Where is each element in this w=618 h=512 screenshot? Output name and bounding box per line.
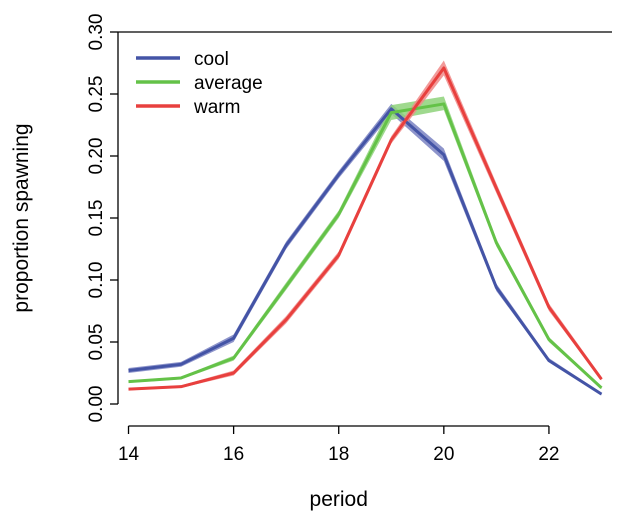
x-tick-label: 16 xyxy=(223,444,244,465)
cool-line xyxy=(128,107,603,396)
legend-label-warm: warm xyxy=(193,97,240,118)
legend: cool average warm xyxy=(136,49,263,118)
x-tick-label: 20 xyxy=(433,444,454,465)
axes: 0.00 0.05 0.10 0.15 0.20 0.25 0.30 14 16 18 20 22 xyxy=(86,14,612,465)
y-tick-label: 0.30 xyxy=(86,14,107,51)
y-tick-label: 0.10 xyxy=(86,262,107,299)
y-tick-label: 0.15 xyxy=(86,200,107,237)
x-tick-label: 22 xyxy=(538,444,559,465)
y-tick-label: 0.25 xyxy=(86,76,107,113)
y-axis-title: proportion spawning xyxy=(10,123,33,312)
x-tick-label: 18 xyxy=(328,444,349,465)
series-lines xyxy=(128,66,603,396)
y-tick-label: 0.05 xyxy=(86,324,107,361)
legend-label-average: average xyxy=(194,73,263,94)
warm-line xyxy=(128,66,603,391)
legend-label-cool: cool xyxy=(194,49,229,70)
average-line xyxy=(128,102,603,389)
x-axis-title: period xyxy=(310,488,368,511)
y-tick-label: 0.00 xyxy=(86,386,107,423)
cool-band xyxy=(128,103,602,396)
x-tick-label: 14 xyxy=(118,444,140,465)
y-tick-label: 0.20 xyxy=(86,138,107,175)
